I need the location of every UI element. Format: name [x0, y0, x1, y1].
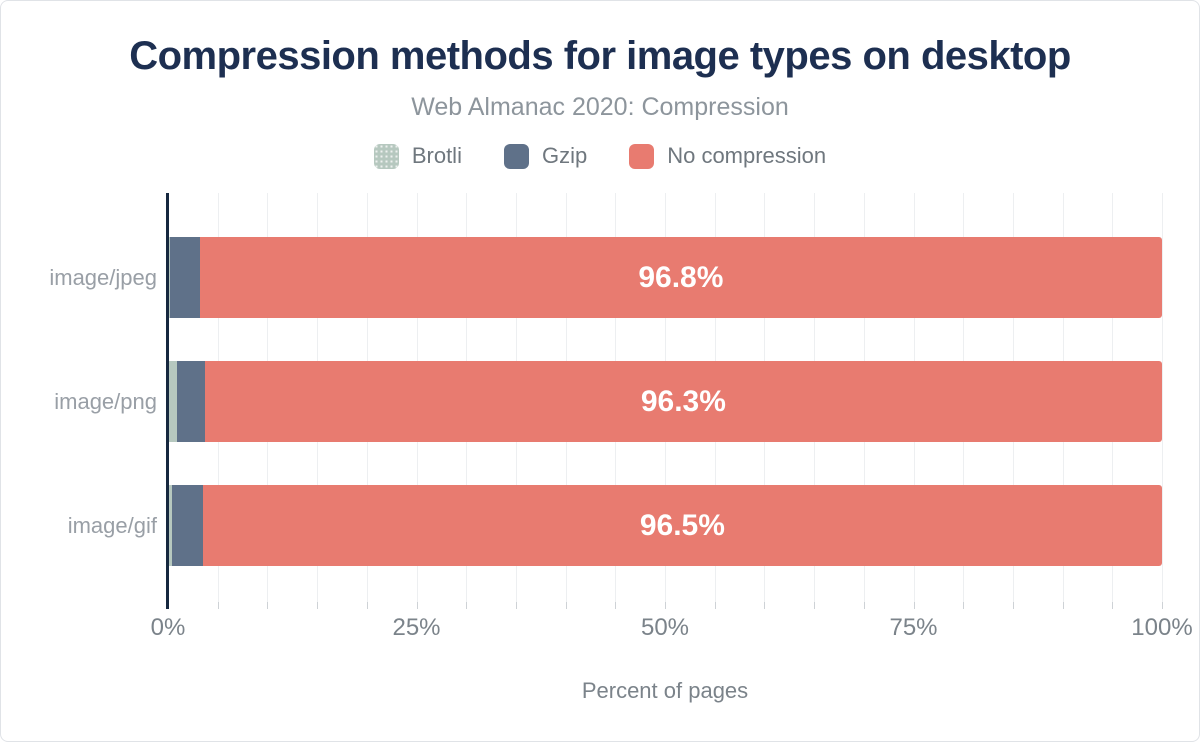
- bar-value-label: 96.5%: [639, 508, 725, 542]
- x-axis-tick-labels: 0% 25% 50% 75% 100%: [151, 614, 1193, 641]
- y-axis-labels: image/jpeg image/png image/gif: [1, 193, 157, 602]
- bar-segment-brotli[interactable]: [168, 485, 172, 566]
- y-axis-line: [166, 193, 169, 609]
- y-label-image-jpeg: image/jpeg: [49, 264, 157, 290]
- axis-tick-mark: [1112, 602, 1114, 609]
- axis-tick-mark: [1162, 602, 1163, 609]
- bar-row-image-png: 96.3%: [168, 361, 1162, 442]
- legend: Brotli Gzip No compression: [1, 143, 1199, 169]
- legend-item-gzip[interactable]: Gzip: [503, 143, 588, 169]
- axis-tick-mark: [615, 602, 617, 609]
- axis-tick-mark: [764, 602, 766, 609]
- bar-segment-no-compression[interactable]: 96.8%: [199, 237, 1162, 318]
- axis-tick-mark: [466, 602, 468, 609]
- no-compression-swatch-icon: [629, 143, 655, 169]
- x-tick-100: 100%: [1131, 614, 1193, 641]
- bar-segment-no-compression[interactable]: 96.5%: [202, 485, 1162, 566]
- gzip-swatch-icon: [503, 143, 529, 169]
- y-label-image-gif: image/gif: [67, 512, 157, 538]
- legend-item-no-compression[interactable]: No compression: [629, 143, 826, 169]
- axis-tick-mark: [366, 602, 368, 609]
- x-tick-75: 75%: [889, 614, 938, 641]
- plot-area: 96.8% 96.3% 96.5%: [166, 193, 1163, 609]
- bar-row-image-gif: 96.5%: [168, 485, 1162, 566]
- axis-tick-mark: [416, 602, 418, 609]
- gridline: [1162, 193, 1163, 602]
- bar-value-label: 96.3%: [640, 384, 726, 418]
- x-tick-25: 25%: [392, 614, 441, 641]
- bar-segment-brotli[interactable]: [168, 361, 177, 442]
- x-tick-50: 50%: [640, 614, 690, 641]
- bar-series: 96.8% 96.3% 96.5%: [168, 193, 1162, 602]
- x-tick-0: 0%: [150, 614, 186, 641]
- x-axis-title: Percent of pages: [581, 678, 749, 703]
- axis-tick-mark: [714, 602, 716, 609]
- axis-tick-mark: [1012, 602, 1014, 609]
- axis-tick-mark: [267, 602, 269, 609]
- bar-segment-gzip[interactable]: [176, 361, 205, 442]
- axis-tick-mark: [913, 602, 915, 609]
- bar-segment-gzip[interactable]: [169, 237, 200, 318]
- bar-segment-no-compression[interactable]: 96.3%: [204, 361, 1162, 442]
- axis-tick-mark: [963, 602, 965, 609]
- legend-label: No compression: [667, 143, 827, 168]
- axis-tick-mark: [515, 602, 517, 609]
- y-label-image-png: image/png: [54, 388, 157, 414]
- brotli-swatch-icon: [373, 143, 399, 169]
- axis-tick-mark: [1062, 602, 1064, 609]
- legend-label: Gzip: [541, 143, 588, 168]
- legend-item-brotli[interactable]: Brotli: [373, 143, 462, 169]
- axis-tick-mark: [814, 602, 816, 609]
- axis-tick-mark: [665, 602, 666, 609]
- axis-tick-mark: [565, 602, 567, 609]
- axis-tick-mark: [863, 602, 865, 609]
- chart-subtitle: Web Almanac 2020: Compression: [411, 93, 789, 121]
- axis-tick-mark: [317, 602, 319, 609]
- legend-label: Brotli: [411, 143, 462, 168]
- chart-title: Compression methods for image types on d…: [129, 34, 1071, 78]
- bar-segment-gzip[interactable]: [171, 485, 203, 566]
- bar-value-label: 96.8%: [638, 260, 724, 294]
- bar-row-image-jpeg: 96.8%: [168, 237, 1162, 318]
- axis-tick-mark: [217, 602, 219, 609]
